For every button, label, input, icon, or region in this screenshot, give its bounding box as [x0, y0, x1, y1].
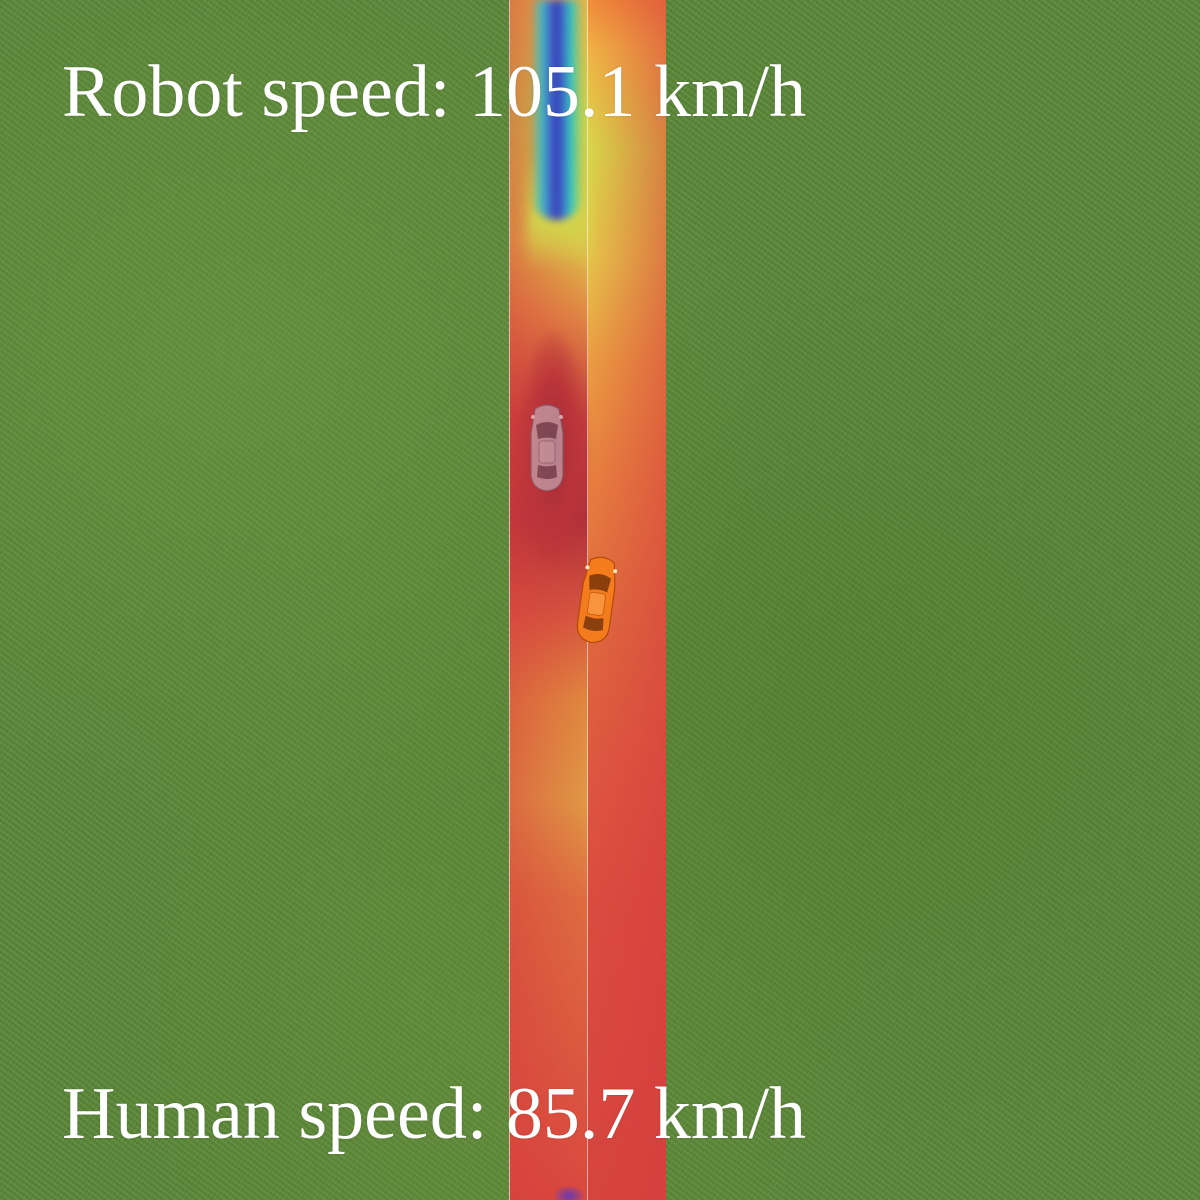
robot-car-icon	[570, 553, 624, 648]
human-speed-label: Human speed: 85.7 km/h	[62, 1073, 807, 1155]
heatmap-cold-region	[532, 0, 582, 220]
robot-speed-label: Robot speed: 105.1 km/h	[62, 51, 807, 133]
road-heatmap	[509, 0, 666, 1200]
human-car-icon	[527, 403, 567, 493]
heatmap-bottom-cold-spot	[554, 1186, 584, 1200]
